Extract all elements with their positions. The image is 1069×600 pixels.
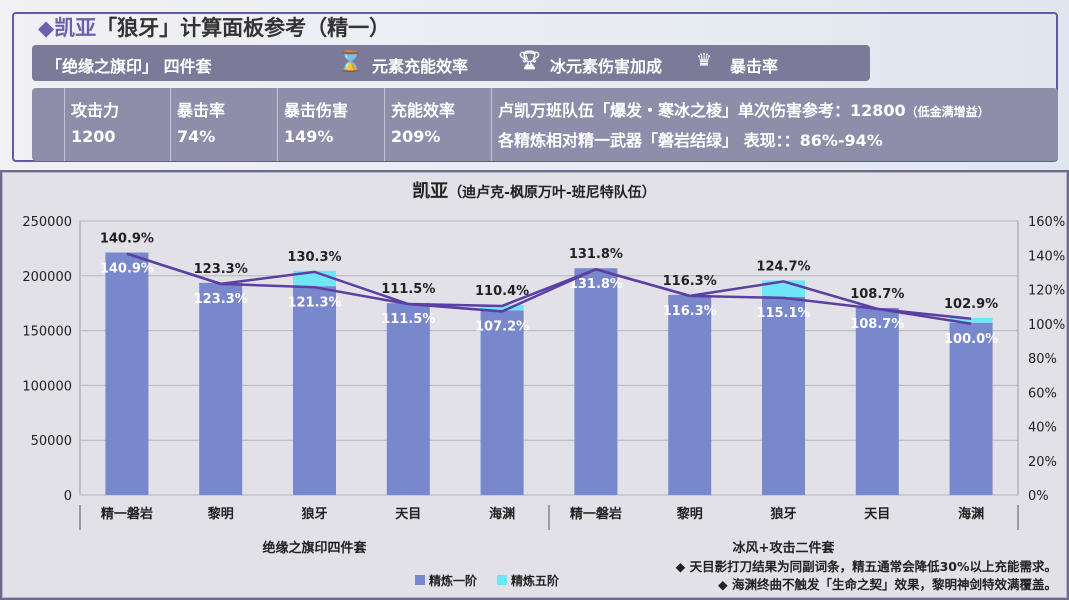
x-tick-label: 精一磐岩 xyxy=(570,506,622,522)
label-r5: 110.4% xyxy=(475,284,529,299)
legend-swatch xyxy=(415,575,425,585)
y2-tick-label: 100% xyxy=(1028,318,1065,333)
label-r5: 108.7% xyxy=(850,287,904,302)
bar-r5 xyxy=(949,317,993,323)
build-panel: ◆凯亚「狼牙」计算面板参考（精一） 「绝缘之旗印」 四件套 ⌛ 元素充能效率 🏆… xyxy=(0,0,1069,170)
label-r5: 111.5% xyxy=(381,282,435,297)
label-r5: 116.3% xyxy=(663,274,717,289)
y2-tick-label: 140% xyxy=(1028,249,1065,264)
bar-r1 xyxy=(480,310,524,495)
legend-label: 精炼一阶 xyxy=(429,573,478,588)
y2-tick-label: 0% xyxy=(1028,489,1049,504)
circlet-stat: 暴击率 xyxy=(730,57,779,76)
x-tick-label: 精一磐岩 xyxy=(101,506,153,522)
stats-panel: 攻击力 1200 暴击率 74% 暴击伤害 149% 充能效率 209% 卢凯万班队伍「… xyxy=(32,88,1058,161)
y-tick-label: 0 xyxy=(64,489,72,504)
chart-title: 凯亚（迪卢克-枫原万叶-班尼特队伍） xyxy=(412,180,656,202)
label-r1: 111.5% xyxy=(381,312,435,327)
artifact-bar: 「绝缘之旗印」 四件套 ⌛ 元素充能效率 🏆︎ 冰元素伤害加成 ♛ 暴击率 xyxy=(32,45,870,81)
bar-r1 xyxy=(855,307,899,495)
legend-swatch xyxy=(497,575,507,585)
bar-r1 xyxy=(762,296,805,495)
circlet-icon: ♛ xyxy=(696,50,713,71)
x-tick-label: 黎明 xyxy=(208,506,234,522)
label-r1: 107.2% xyxy=(475,320,529,335)
line-r1 xyxy=(126,252,972,325)
x-tick-label: 天目 xyxy=(395,507,421,522)
x-tick-label: 海渊 xyxy=(489,506,515,522)
y2-tick-label: 60% xyxy=(1028,386,1057,401)
sands-stat: 元素充能效率 xyxy=(372,57,469,76)
y2-tick-label: 160% xyxy=(1028,215,1065,230)
label-r1: 115.1% xyxy=(756,306,810,321)
y2-tick-label: 80% xyxy=(1028,352,1057,367)
y-tick-label: 100000 xyxy=(22,379,72,394)
note-2: ◆ 海渊终曲不触发「生命之契」效果，黎明神剑特效满覆盖。 xyxy=(718,577,1057,592)
bar-r1 xyxy=(668,294,712,495)
x-tick-label: 天目 xyxy=(864,507,890,522)
bar-r5 xyxy=(480,305,524,311)
y2-tick-label: 20% xyxy=(1028,455,1057,470)
label-r5: 123.3% xyxy=(194,262,248,277)
label-r5: 124.7% xyxy=(756,259,810,274)
stat-crit-dmg: 暴击伤害 149% xyxy=(277,88,348,161)
character-name: 凯亚 xyxy=(54,16,97,40)
sands-icon: ⌛ xyxy=(338,49,363,73)
y-tick-label: 250000 xyxy=(22,215,72,230)
stat-crit-rate: 暴击率 74% xyxy=(170,88,225,161)
artifact-set: 「绝缘之旗印」 四件套 xyxy=(46,57,212,76)
goblet-stat: 冰元素伤害加成 xyxy=(550,57,663,76)
bar-r1 xyxy=(199,282,243,495)
label-r5: 131.8% xyxy=(569,247,623,262)
label-r1: 116.3% xyxy=(663,304,717,319)
label-r1: 123.3% xyxy=(194,292,248,307)
bar-r1 xyxy=(293,286,336,495)
x-tick-label: 狼牙 xyxy=(769,506,796,522)
x-tick-label: 狼牙 xyxy=(300,506,327,522)
group-label: 绝缘之旗印四件套 xyxy=(262,540,367,556)
x-tick-label: 海渊 xyxy=(958,506,984,522)
legend-label: 精炼五阶 xyxy=(511,573,560,588)
label-r1: 140.9% xyxy=(100,262,154,277)
label-r5: 102.9% xyxy=(944,297,998,312)
label-r1: 100.0% xyxy=(944,332,998,347)
y2-tick-label: 40% xyxy=(1028,421,1057,436)
line-r5 xyxy=(126,252,972,321)
y-tick-label: 50000 xyxy=(31,434,72,449)
stat-atk: 攻击力 1200 xyxy=(64,88,119,161)
group-label: 冰风+攻击二件套 xyxy=(733,540,836,556)
label-r1: 121.3% xyxy=(287,295,341,310)
label-r1: 108.7% xyxy=(850,317,904,332)
bar-r1 xyxy=(949,322,993,495)
y-tick-label: 150000 xyxy=(22,325,72,340)
goblet-icon: 🏆︎ xyxy=(518,50,541,71)
y-tick-label: 200000 xyxy=(22,270,72,285)
bar-r1 xyxy=(574,268,618,495)
page-title: ◆凯亚「狼牙」计算面板参考（精一） xyxy=(38,16,391,40)
x-tick-label: 黎明 xyxy=(677,506,703,522)
panel-frame xyxy=(12,12,1058,162)
info: 卢凯万班队伍「爆发・寒冰之棱」单次伤害参考：12800（低金满增益） 各精炼相对精… xyxy=(491,88,990,161)
note-1: ◆ 天目影打刀结果为同副词条，精五通常会降低30%以上充能需求。 xyxy=(675,559,1057,574)
bar-r1 xyxy=(105,252,149,495)
label-r1: 131.8% xyxy=(569,277,623,292)
y2-tick-label: 120% xyxy=(1028,284,1065,299)
label-r5: 140.9% xyxy=(100,232,154,247)
bar-r1 xyxy=(386,303,430,495)
label-r5: 130.3% xyxy=(287,250,341,265)
stat-er: 充能效率 209% xyxy=(384,88,455,161)
title-text: 「狼牙」计算面板参考（精一） xyxy=(96,16,391,40)
